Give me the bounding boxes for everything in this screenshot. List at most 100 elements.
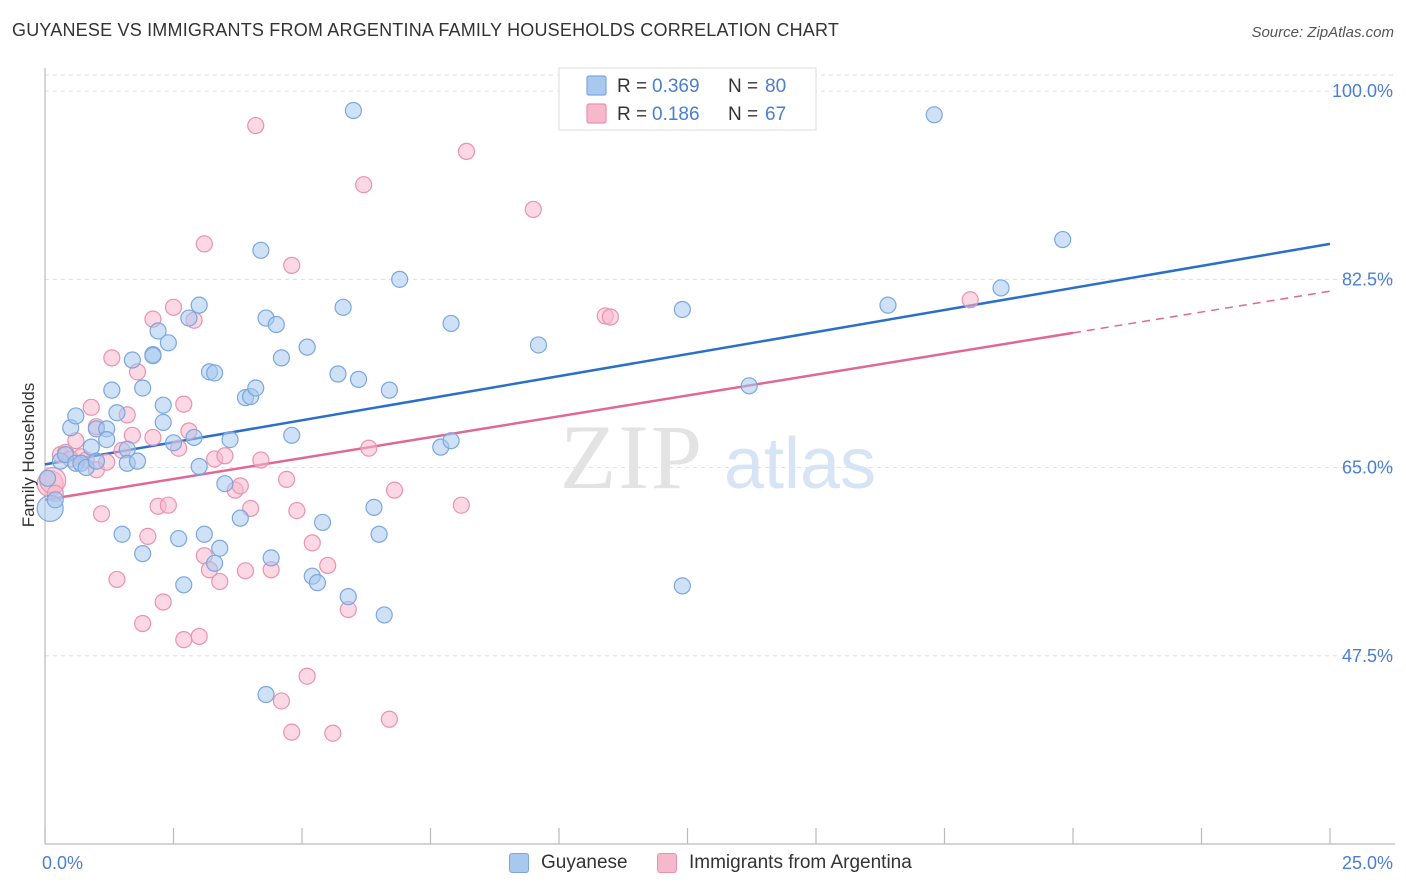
argentina-point (159, 496, 177, 514)
guyanese-point (159, 334, 177, 352)
axes (44, 68, 1395, 845)
guyanese-point (103, 381, 121, 399)
guyanese-point (134, 545, 152, 563)
argentina-trend-line-extension (1072, 290, 1331, 334)
legend-item-argentina[interactable]: Immigrants from Argentina (657, 852, 912, 874)
argentina-point (164, 298, 183, 316)
source-label: Source: ZipAtlas.com (1251, 24, 1394, 41)
legend-item-guyanese[interactable]: Guyanese (509, 852, 628, 874)
n-value: 67 (765, 104, 786, 125)
guyanese-point (67, 407, 85, 425)
argentina-point (144, 428, 162, 447)
argentina-point (175, 395, 193, 413)
argentina-point (231, 477, 249, 495)
guyanese-point (375, 606, 393, 624)
guyanese-point (175, 576, 193, 594)
guyanese-point (283, 426, 301, 444)
series-legend: Guyanese Immigrants from Argentina (0, 848, 1406, 880)
trend-lines (44, 242, 1331, 502)
guyanese-point (87, 452, 106, 470)
guyanese-point (180, 309, 198, 327)
stats-swatch (586, 103, 607, 124)
n-label: N = (728, 76, 758, 97)
argentina-point (82, 398, 100, 416)
argentina-point (211, 572, 229, 591)
r-label: R = (617, 104, 647, 125)
guyanese-point (164, 434, 183, 452)
stats-swatch (586, 75, 607, 96)
guyanese-point (365, 498, 383, 516)
tick-labels: 47.5% 65.0% 82.5% 100.0% 0.0% 25.0% (42, 81, 1393, 873)
n-label: N = (728, 104, 758, 125)
guyanese-point (1054, 230, 1072, 249)
guyanese-point (442, 432, 460, 450)
guyanese-point (108, 404, 126, 422)
guyanese-point (216, 475, 234, 493)
guyanese-point (298, 338, 316, 356)
guyanese-point (38, 469, 57, 487)
argentina-point (303, 534, 321, 552)
legend-swatch-argentina (657, 853, 677, 873)
guyanese-point (673, 577, 691, 595)
argentina-point (190, 627, 208, 646)
watermark: ZIP atlas (560, 406, 876, 508)
guyanese-point (221, 431, 239, 449)
guyanese-point (257, 685, 275, 704)
guyanese-point (334, 298, 352, 316)
guyanese-point (154, 396, 172, 414)
watermark-zip: ZIP (560, 406, 704, 508)
data-points (36, 101, 1072, 742)
argentina-point (524, 200, 542, 219)
n-value: 80 (765, 76, 786, 97)
argentina-point (457, 142, 476, 160)
guyanese-point (673, 300, 691, 319)
guyanese-point (195, 525, 213, 543)
argentina-point (272, 692, 291, 710)
guyanese-point (879, 296, 897, 314)
stats-legend: R = 0.369 N = 80 R = 0.186 N = 67 (558, 67, 817, 131)
guyanese-point (391, 270, 409, 288)
argentina-point (283, 256, 301, 274)
argentina-point (324, 724, 342, 742)
argentina-point (283, 723, 301, 741)
argentina-point (385, 481, 404, 499)
x-tick-label: 25.0% (1342, 853, 1393, 873)
guyanese-point (206, 554, 224, 572)
guyanese-point (992, 279, 1010, 297)
guyanese-point (925, 106, 943, 124)
y-tick-label: 100.0% (1332, 81, 1393, 101)
guyanese-point (123, 351, 141, 369)
argentina-point (380, 710, 398, 728)
guyanese-point (349, 370, 368, 388)
guyanese-point (98, 431, 116, 449)
guyanese-point (211, 539, 229, 557)
chart-title: GUYANESE VS IMMIGRANTS FROM ARGENTINA FA… (12, 20, 840, 40)
argentina-point (452, 496, 470, 514)
x-tick-label: 0.0% (42, 853, 83, 873)
argentina-point (139, 527, 157, 546)
argentina-point (252, 451, 270, 469)
guyanese-point (380, 381, 398, 399)
argentina-point (298, 667, 316, 685)
argentina-point (103, 349, 121, 367)
guyanese-point (529, 336, 548, 354)
guyanese-point (206, 364, 224, 382)
argentina-point (319, 556, 337, 575)
guyanese-point (252, 241, 270, 259)
y-tick-label: 47.5% (1342, 646, 1393, 666)
argentina-point (175, 631, 193, 649)
guyanese-point (313, 513, 332, 532)
argentina-point (961, 291, 979, 309)
legend-label-guyanese: Guyanese (541, 852, 628, 873)
guyanese-trend-line (44, 242, 1331, 466)
y-tick-label: 82.5% (1342, 269, 1393, 289)
guyanese-point (134, 379, 152, 397)
argentina-trend-line (44, 331, 1074, 502)
legend-label-argentina: Immigrants from Argentina (689, 852, 912, 873)
guyanese-point (190, 457, 208, 476)
argentina-point (108, 570, 126, 589)
guyanese-point (442, 314, 460, 333)
guyanese-point (149, 322, 167, 340)
watermark-atlas: atlas (724, 424, 876, 504)
argentina-point (134, 614, 152, 633)
